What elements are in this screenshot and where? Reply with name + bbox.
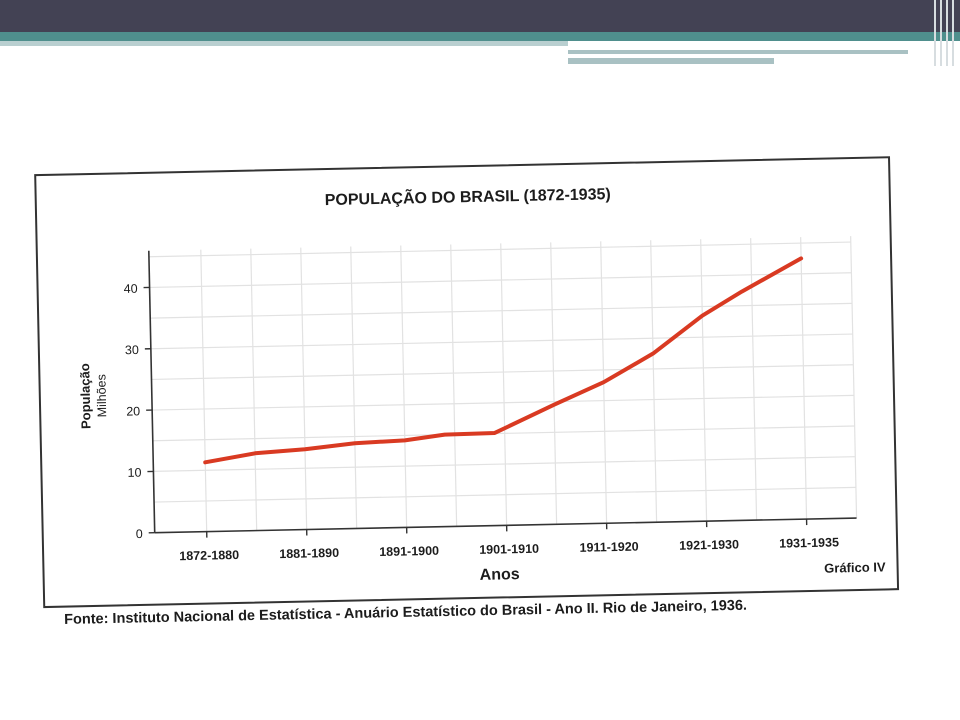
grid-line-vertical [800,237,808,520]
y-tick-label: 0 [136,527,143,541]
grid-line-horizontal [154,486,856,503]
figure-number-label: Gráfico IV [824,559,886,575]
chart-axes [143,250,857,538]
grid-line-vertical [450,244,458,527]
slide-header-bar [0,0,960,32]
x-axis-line [154,517,857,534]
x-axis-label: Anos [479,566,519,584]
population-line-chart: 0 10 20 30 40 1872-1880 1881-1890 1891-1900 1901… [34,156,900,609]
slide-accent-band [0,32,960,41]
slide-accent-line [568,58,774,64]
grid-line-vertical [700,239,708,522]
chart-frame [34,156,900,609]
y-tick-label: 40 [124,282,138,296]
grid-line-vertical [350,246,358,529]
grid-line-horizontal [152,425,855,442]
grid-line-vertical [550,242,558,525]
grid-line-vertical [500,243,508,526]
slide-accent-line [568,42,960,48]
grid-line-horizontal [150,333,853,350]
grid-line-vertical [400,245,408,528]
chart-figure: 0 10 20 30 40 1872-1880 1881-1890 1891-1900 1901… [24,140,924,660]
slide-corner-stripes [930,0,960,66]
grid-line-vertical [200,249,208,532]
grid-line-vertical [650,240,658,523]
y-tick-label: 20 [126,404,140,418]
y-axis-line [148,250,156,533]
population-series-line [203,256,804,465]
y-axis-label: População [77,363,93,429]
y-axis-unit-label: Milhões [94,374,109,417]
x-tick-label: 1872-1880 [179,548,239,563]
x-tick-label: 1881-1890 [279,546,339,561]
y-axis-label-group: População Milhões [77,363,109,429]
grid-line-vertical [250,248,258,531]
grid-line-horizontal [150,302,853,319]
x-tick-label: 1911-1920 [579,540,638,555]
x-tick-label: 1931-1935 [779,535,839,550]
x-tick-label: 1891-1900 [379,544,439,559]
grid-line-vertical [300,247,308,530]
grid-line-horizontal [148,241,851,258]
grid-line-vertical [850,236,858,519]
grid-line-horizontal [149,272,852,289]
y-tick-label: 30 [125,343,139,357]
chart-series [203,256,804,465]
x-tick-label: 1921-1930 [679,537,739,552]
x-tick-label: 1901-1910 [479,542,539,557]
slide-accent-band-light [0,41,568,46]
grid-line-horizontal [151,364,854,381]
y-tick-label: 10 [127,466,141,480]
grid-line-horizontal [152,394,854,411]
grid-line-horizontal [153,456,856,472]
slide-accent-line [568,50,908,54]
